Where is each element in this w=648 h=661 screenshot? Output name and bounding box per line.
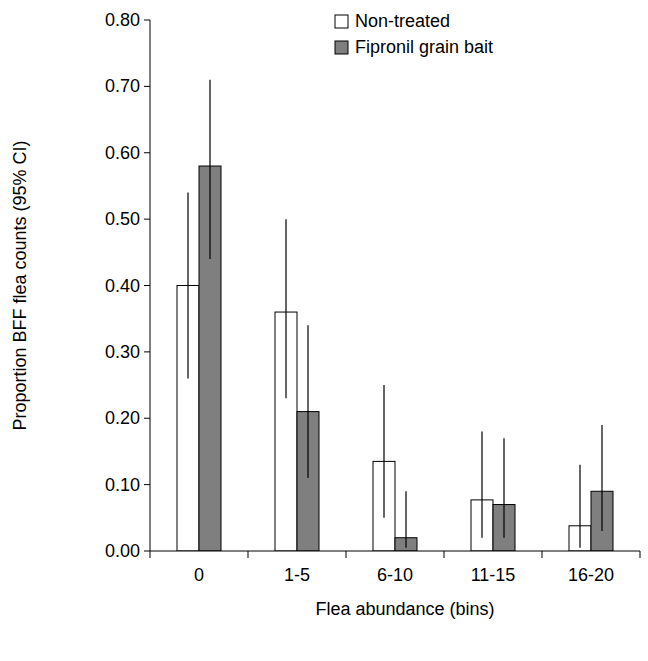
error-bar (187, 193, 188, 379)
x-tick-label: 6-10 (377, 565, 413, 585)
error-bar (579, 465, 580, 548)
error-bar (503, 438, 504, 538)
x-tick (640, 551, 641, 558)
x-tick (346, 551, 347, 558)
x-axis (150, 551, 640, 552)
y-tick (144, 484, 150, 485)
legend: Non-treated Fipronil grain bait (335, 11, 493, 57)
y-tick-label: 0.60 (105, 143, 140, 163)
y-tick (144, 351, 150, 352)
legend-label: Fipronil grain bait (355, 37, 493, 57)
bars (177, 80, 613, 551)
x-tick (542, 551, 543, 558)
y-tick-label: 0.10 (105, 475, 140, 495)
error-bar (383, 385, 384, 518)
x-tick (248, 551, 249, 558)
y-tick-label: 0.80 (105, 10, 140, 30)
x-tick (150, 551, 151, 558)
x-tick-label: 11-15 (471, 565, 516, 585)
y-tick (144, 219, 150, 220)
y-tick-label: 0.30 (105, 342, 140, 362)
x-tick (444, 551, 445, 558)
error-bar (481, 432, 482, 538)
y-tick (144, 551, 150, 552)
legend-swatch (335, 15, 348, 28)
error-bar (285, 219, 286, 398)
y-tick (144, 86, 150, 87)
y-tick (144, 20, 150, 21)
y-tick-label: 0.00 (105, 541, 140, 561)
x-tick-label: 16-20 (568, 565, 614, 585)
error-bar (601, 425, 602, 531)
error-bar (209, 80, 210, 259)
y-tick-label: 0.50 (105, 209, 140, 229)
y-tick (144, 418, 150, 419)
legend-label: Non-treated (355, 11, 450, 31)
chart: 0.00 0.10 0.20 0.30 0.40 0.50 0.60 0.70 0.80 0 1-5… (0, 0, 648, 661)
x-tick-label: 0 (194, 565, 204, 585)
y-tick-label: 0.70 (105, 76, 140, 96)
error-bar (307, 325, 308, 478)
x-axis-title: Flea abundance (bins) (315, 599, 494, 619)
y-tick (144, 152, 150, 153)
x-tick-label: 1-5 (284, 565, 310, 585)
y-axis-title: Proportion BFF flea counts (95% CI) (10, 140, 30, 430)
error-bar (405, 491, 406, 547)
y-tick-label: 0.20 (105, 408, 140, 428)
y-tick-label: 0.40 (105, 276, 140, 296)
legend-swatch (335, 41, 348, 54)
y-tick (144, 285, 150, 286)
